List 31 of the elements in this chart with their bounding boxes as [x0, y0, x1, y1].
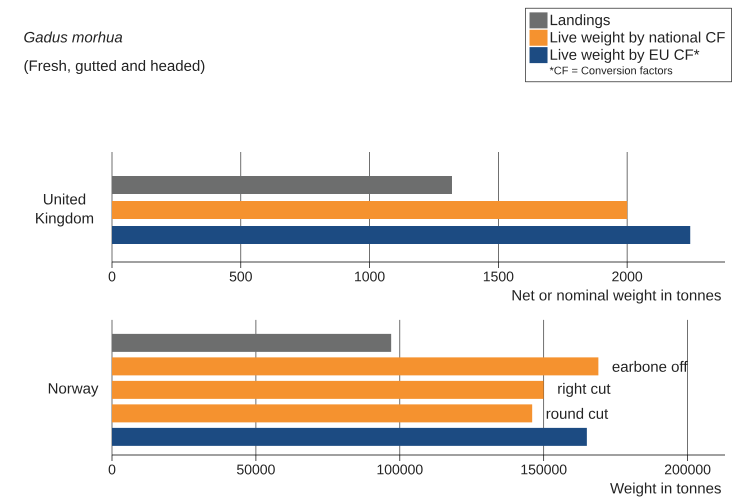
x-tick-label: 150000	[521, 464, 567, 474]
data-label: right cut	[558, 382, 610, 397]
bar	[112, 226, 690, 244]
bar	[112, 380, 544, 399]
x-axis-title: Net or nominal weight in tonnes	[512, 290, 721, 304]
x-tick-label: 200000	[664, 464, 710, 474]
y-axis-title: Norway	[48, 383, 98, 397]
text: *CF = Conversion factors	[550, 66, 672, 74]
bar	[112, 334, 392, 352]
chart-subtitle: (Fresh, gutted and headed)	[24, 60, 204, 74]
x-tick-label: 1500	[484, 272, 514, 282]
legend-label: Live weight by national CF	[550, 32, 725, 46]
bar	[112, 428, 587, 446]
x-tick-label: 2000	[612, 272, 642, 282]
bar	[112, 176, 452, 194]
x-tick-label: 100000	[378, 464, 423, 474]
x-axis-title: Weight in tonnes	[610, 482, 721, 497]
chart-title: Gadus morhua	[24, 31, 122, 43]
x-tick-label: 0	[108, 464, 116, 474]
data-label: earbone off	[612, 360, 688, 372]
x-tick-label: 1000	[355, 272, 385, 282]
x-tick-label: 500	[230, 272, 252, 282]
x-tick-label: 0	[108, 272, 116, 282]
bar	[112, 404, 532, 422]
x-tick-label: 50000	[237, 464, 275, 474]
legend-label: Landings	[550, 14, 610, 28]
y-tick-label: United Kingdom	[36, 194, 94, 226]
legend-label: Live weight by EU CF*	[550, 48, 700, 63]
bar	[112, 200, 628, 219]
bar	[112, 357, 598, 376]
data-label: round cut	[546, 408, 608, 419]
